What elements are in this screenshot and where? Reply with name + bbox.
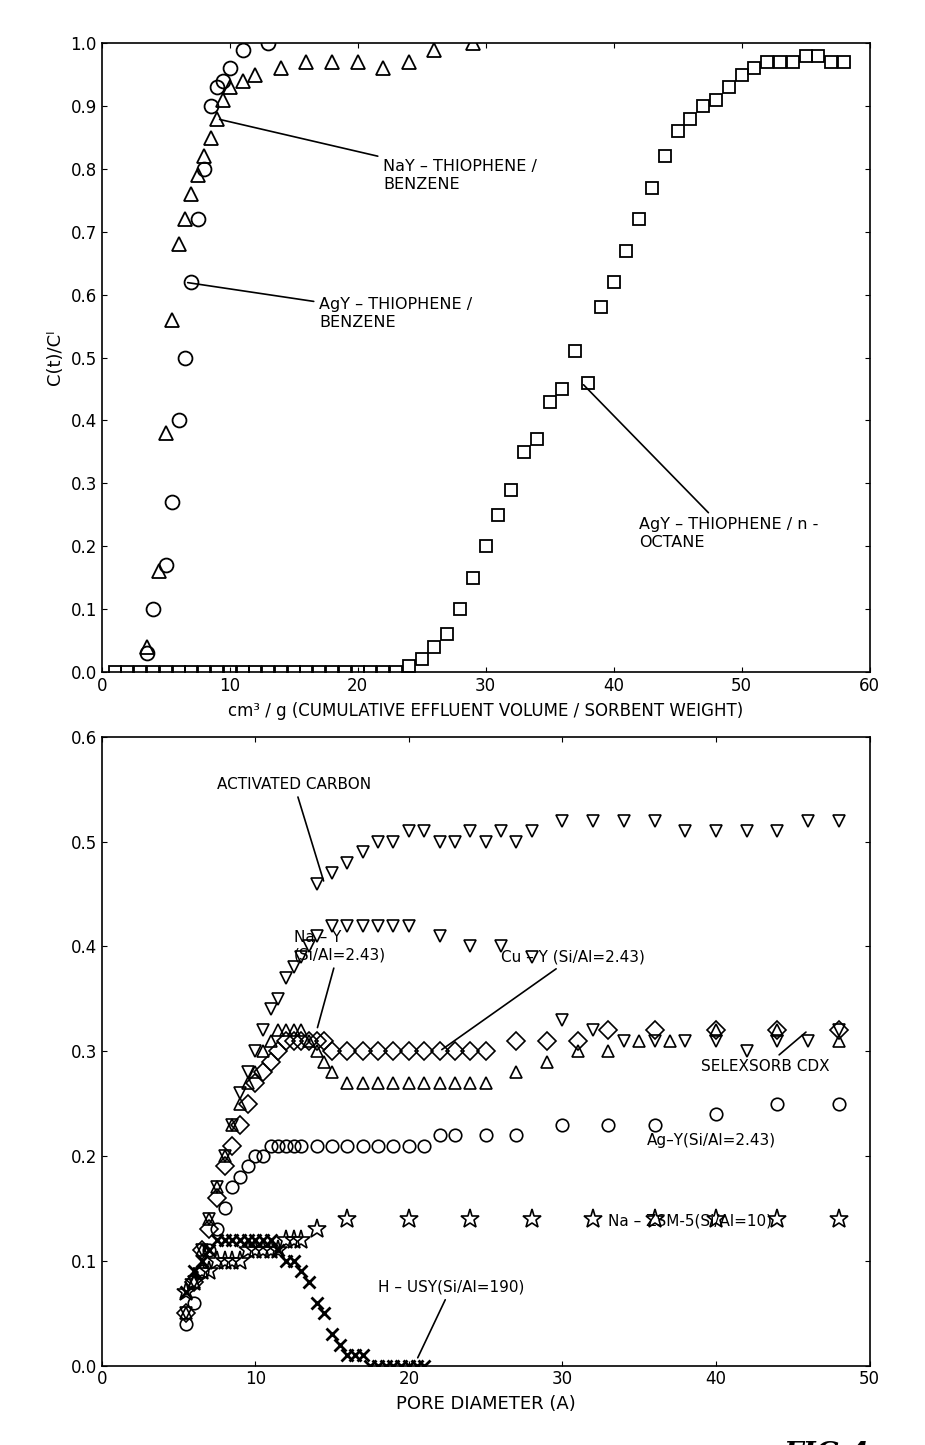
Text: AgY – THIOPHENE /
BENZENE: AgY – THIOPHENE / BENZENE	[188, 283, 473, 329]
Text: Na – ZSM-5(Si/Al=10): Na – ZSM-5(Si/Al=10)	[609, 1214, 772, 1228]
X-axis label: PORE DIAMETER (A): PORE DIAMETER (A)	[396, 1396, 575, 1413]
Text: Na – Y
(Si/Al=2.43): Na – Y (Si/Al=2.43)	[294, 931, 386, 1027]
Text: Cu – Y (Si/Al=2.43): Cu – Y (Si/Al=2.43)	[442, 949, 645, 1049]
Y-axis label: C(t)/Cᴵ: C(t)/Cᴵ	[45, 329, 64, 386]
Text: H – USY(Si/Al=190): H – USY(Si/Al=190)	[378, 1279, 524, 1358]
Text: Ag–Y(Si/Al=2.43): Ag–Y(Si/Al=2.43)	[647, 1133, 776, 1147]
Text: FIG 3: FIG 3	[784, 760, 870, 788]
X-axis label: cm³ / g (CUMULATIVE EFFLUENT VOLUME / SORBENT WEIGHT): cm³ / g (CUMULATIVE EFFLUENT VOLUME / SO…	[228, 702, 744, 720]
Text: FIG 4: FIG 4	[784, 1441, 870, 1445]
Text: ACTIVATED CARBON: ACTIVATED CARBON	[217, 776, 371, 881]
Text: AgY – THIOPHENE / n -
OCTANE: AgY – THIOPHENE / n - OCTANE	[584, 384, 819, 551]
Text: SELEXSORB CDX: SELEXSORB CDX	[700, 1032, 829, 1075]
Text: NaY – THIOPHENE /
BENZENE: NaY – THIOPHENE / BENZENE	[219, 120, 537, 192]
